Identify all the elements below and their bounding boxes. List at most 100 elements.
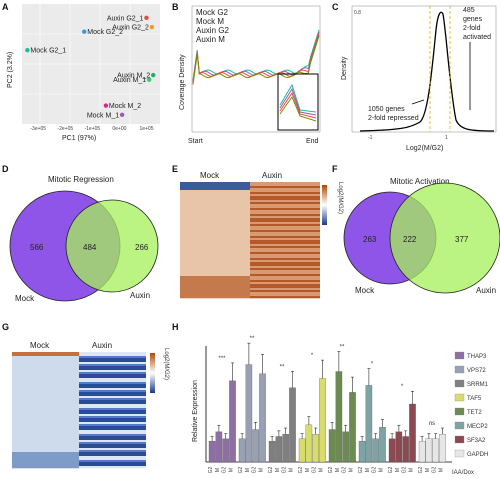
coverage-legend-3: Auxin M <box>196 35 225 44</box>
density-up-line-4: activated <box>463 34 491 41</box>
pca-point-label-7: Mock M_1 <box>87 112 119 119</box>
bar-y-label: Relative Expression <box>192 380 199 442</box>
bar-cond-SF3A2-0: G2 <box>388 466 394 473</box>
heat-cell-heatE-a-44 <box>180 270 250 273</box>
panel-letter-d: D <box>2 164 9 174</box>
heat-cell-heatE-a-8 <box>180 198 250 201</box>
heat-cell-heatG-a-29 <box>12 410 79 413</box>
heat-cell-heatE-b-4 <box>250 190 320 193</box>
heat-cell-heatG-a-40 <box>12 432 79 435</box>
bar-cond-TAF5-2: G2 <box>312 466 318 473</box>
heat-cell-heatG-b-23 <box>79 398 146 401</box>
heat-cell-heatG-b-38 <box>79 428 146 431</box>
bar-VPS72-1 <box>245 364 253 463</box>
bar-legend-swatch-5 <box>454 421 465 430</box>
heat-cell-heatG-a-5 <box>12 362 79 365</box>
heat-cell-heatE-b-20 <box>250 222 320 225</box>
bar-SRRM1-0 <box>268 440 276 463</box>
heat-cell-heatE-b-55 <box>250 292 320 295</box>
pca-point-2 <box>82 29 87 34</box>
heat-cell-heatE-a-51 <box>180 284 250 287</box>
coverage-x-start: Start <box>188 138 203 145</box>
bar-legend-swatch-3 <box>454 393 465 402</box>
bar-GAPDH-1 <box>425 438 433 463</box>
heat-cell-heatG-a-16 <box>12 384 79 387</box>
pca-xtick-4: 1e+05 <box>139 126 153 132</box>
heat-cell-heatE-b-14 <box>250 210 320 213</box>
heat-cell-heatE-a-33 <box>180 248 250 251</box>
coverage-inset-line-2 <box>279 91 317 119</box>
panel-c-density: -1 1 0.8 Density Log2(M/G2) 485 genes 2-… <box>341 5 497 152</box>
venn-d-auxin-circle <box>65 199 159 293</box>
density-curve <box>359 11 495 132</box>
heat-cell-heatG-b-16 <box>79 384 146 387</box>
heat-cell-heatG-b-14 <box>79 380 146 383</box>
bar-TET2-1 <box>335 371 343 463</box>
venn-d-title: Mitotic Regression <box>48 175 114 184</box>
heat-cell-heatG-b-48 <box>79 448 146 451</box>
heat-cell-heatG-a-24 <box>12 400 79 403</box>
heat-cell-heatG-a-55 <box>12 462 79 465</box>
heat-cell-heatG-a-12 <box>12 376 79 379</box>
heat-cell-heatE-b-16 <box>250 214 320 217</box>
pca-point-label-6: Mock M_2 <box>109 103 141 110</box>
heat-cell-heatE-a-4 <box>180 190 250 193</box>
pca-xtick-1: -2e+05 <box>57 126 73 132</box>
pca-point-label-1: Auxin G2_2 <box>112 25 149 32</box>
heatmap-g-scale-label: Log2(M/G2) <box>163 348 169 380</box>
heat-cell-heatG-a-37 <box>12 426 79 429</box>
pca-gridlines <box>22 4 160 124</box>
coverage-legend-2: Auxin G2 <box>196 26 229 35</box>
pca-y-label: PC2 (3.2%) <box>7 52 14 88</box>
coverage-inset-box <box>277 73 319 131</box>
bar-sig-GAPDH: ns <box>429 421 435 427</box>
density-x-label: Log2(M/G2) <box>406 145 443 152</box>
heat-cell-heatE-b-57 <box>250 296 320 299</box>
heat-cell-heatG-a-43 <box>12 438 79 441</box>
bar-cond-VPS72-1: M <box>245 468 251 472</box>
panel-letter-a: A <box>2 2 9 12</box>
bar-sig-VPS72: ** <box>250 336 255 342</box>
heat-cell-heatE-a-12 <box>180 206 250 209</box>
heat-cell-heatE-a-22 <box>180 226 250 229</box>
bar-MECP2-3 <box>379 427 386 463</box>
heat-cell-heatE-b-48 <box>250 278 320 281</box>
heat-cell-heatG-b-9 <box>79 370 146 373</box>
heat-cell-heatE-a-39 <box>180 260 250 263</box>
heat-cell-heatG-a-4 <box>12 360 79 363</box>
bar-cond-VPS72-3: M <box>259 468 265 472</box>
pca-point-7 <box>119 112 125 117</box>
heat-cell-heatE-a-11 <box>180 204 250 207</box>
bar-cond-TET2-2: G2 <box>342 466 348 473</box>
heatmap-e-col1: Mock <box>200 171 220 180</box>
heat-cell-heatE-b-25 <box>250 232 320 235</box>
heat-cell-heatG-a-42 <box>12 436 79 439</box>
pca-point-label-0: Auxin G2_1 <box>107 15 144 22</box>
heat-cell-heatG-a-3 <box>12 358 79 361</box>
heat-cell-heatG-b-10 <box>79 372 146 375</box>
heat-cell-heatG-b-50 <box>79 452 146 455</box>
heat-cell-heatG-a-51 <box>12 454 79 457</box>
density-up-line-2: genes <box>463 16 483 23</box>
heat-cell-heatG-a-0 <box>12 352 79 355</box>
heat-cell-heatE-a-56 <box>180 294 250 297</box>
heat-cell-heatE-b-26 <box>250 234 320 237</box>
bar-sig-SF3A2: * <box>401 384 404 390</box>
heat-cell-heatE-b-30 <box>250 242 320 245</box>
bar-cond-MECP2-3: M <box>379 468 385 472</box>
bar-legend-swatch-7 <box>454 449 465 458</box>
heat-cell-heatG-b-13 <box>79 378 146 381</box>
heat-cell-heatG-b-33 <box>79 418 146 421</box>
bar-THAP3-3 <box>229 380 236 463</box>
bar-TET2-3 <box>349 392 356 463</box>
heat-cell-heatG-a-45 <box>12 442 79 445</box>
heat-cell-heatG-b-20 <box>79 392 146 395</box>
heatmap-e-col2: Auxin <box>262 171 282 180</box>
heat-cell-heatE-a-3 <box>180 188 250 191</box>
heat-cell-heatE-b-47 <box>250 276 320 279</box>
heat-cell-heatG-b-56 <box>79 464 146 467</box>
heat-cell-heatG-b-32 <box>79 416 146 419</box>
bar-cond-TAF5-3: M <box>319 468 325 472</box>
heat-cell-heatE-b-36 <box>250 254 320 257</box>
bar-TAF5-2 <box>312 434 319 463</box>
